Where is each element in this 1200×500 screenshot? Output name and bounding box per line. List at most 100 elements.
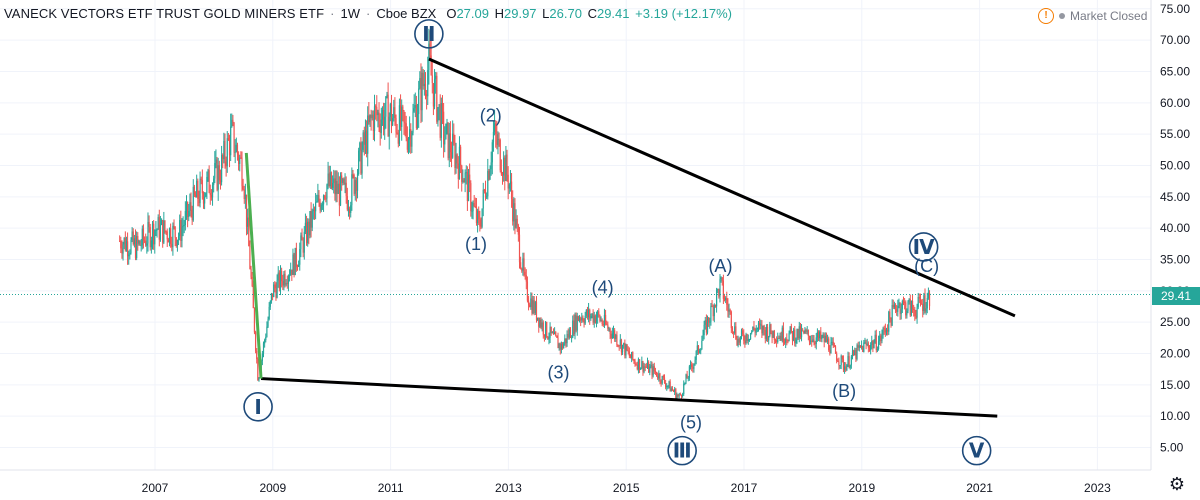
candle-body [648, 362, 650, 373]
candle-body [304, 222, 307, 232]
open-value: 27.09 [456, 6, 489, 21]
candle-body [142, 228, 145, 241]
candle-body [334, 178, 336, 195]
x-tick-label: 2023 [1084, 481, 1111, 495]
candle-body [739, 336, 741, 343]
candle-body [598, 311, 600, 316]
y-tick-label: 70.00 [1160, 33, 1190, 47]
x-tick-label: 2019 [848, 481, 875, 495]
candle-body [483, 189, 485, 191]
candle-body [382, 110, 385, 130]
candle-body [308, 221, 310, 236]
candle-body [223, 141, 225, 160]
candle-body [808, 336, 811, 342]
candle-body [887, 329, 889, 332]
candle-body [399, 105, 402, 127]
candle-body [628, 351, 630, 357]
candle-body [168, 228, 171, 243]
candle-body [273, 284, 275, 298]
candle-body [847, 356, 849, 365]
candle-body [917, 296, 919, 308]
candle-body [850, 356, 852, 366]
x-tick-label: 2007 [142, 481, 169, 495]
candle-body [284, 273, 286, 285]
candle-body [623, 342, 625, 345]
candle-body [652, 366, 654, 376]
candle-body [875, 334, 877, 351]
candle-body [599, 315, 601, 321]
wave-text: (3) [547, 362, 569, 382]
candle-body [344, 182, 346, 184]
candle-body [713, 305, 715, 317]
interval-label[interactable]: 1W [340, 6, 360, 21]
market-status[interactable]: ! Market Closed [1038, 8, 1147, 24]
candle-body [376, 107, 378, 116]
candle-body [497, 138, 499, 145]
candle-body [353, 174, 355, 194]
y-tick-label: 55.00 [1160, 127, 1190, 141]
symbol-name[interactable]: VANECK VECTORS ETF TRUST GOLD MINERS ETF [4, 6, 325, 21]
candle-body [456, 154, 458, 164]
candle-body [807, 330, 809, 337]
candle-body [737, 339, 739, 346]
candle-body [373, 106, 376, 132]
candle-body [154, 230, 156, 245]
candle-body [188, 210, 190, 218]
candle-body [294, 247, 296, 276]
candle-body [256, 350, 258, 360]
candle-body [444, 139, 446, 145]
candle-body [466, 172, 468, 202]
candle-body [529, 304, 531, 307]
candle-body [842, 359, 845, 370]
candle-body [885, 329, 888, 333]
y-tick-label: 20.00 [1160, 346, 1190, 360]
candle-body [328, 173, 330, 187]
impulse-line[interactable] [244, 152, 263, 379]
candle-body [902, 301, 905, 303]
candle-body [918, 296, 920, 299]
candle-body [119, 240, 121, 242]
candle-body [705, 320, 707, 333]
candle-body [183, 224, 185, 227]
candle-body [525, 275, 527, 282]
candle-body [402, 106, 404, 111]
candle-body [752, 326, 754, 332]
candle-body [632, 352, 634, 360]
candle-body [409, 129, 411, 140]
candle-body [300, 235, 302, 250]
candle-body [676, 395, 678, 399]
candle-body [523, 258, 525, 272]
candle-body [249, 246, 251, 269]
trendline[interactable] [428, 57, 1016, 318]
candle-body [264, 340, 266, 344]
candle-body [474, 206, 476, 208]
price-axis[interactable]: 5.0010.0015.0020.0025.0030.0035.0040.004… [1160, 2, 1190, 455]
candle-body [184, 211, 186, 225]
candle-body [572, 320, 574, 338]
candle-body [261, 353, 263, 361]
candle-body [346, 196, 348, 210]
candle-body [182, 226, 184, 228]
candle-body [307, 221, 309, 244]
candle-body [718, 289, 720, 297]
candle-body [404, 122, 406, 124]
candle-body [683, 383, 685, 395]
gear-icon[interactable]: ⚙ [1168, 474, 1186, 494]
candle-body [552, 332, 555, 335]
candle-body [858, 345, 860, 348]
candle-body [534, 302, 536, 314]
low-value: 26.70 [549, 6, 582, 21]
candle-body [691, 364, 693, 368]
candle-body [242, 186, 244, 190]
candle-body [825, 335, 828, 343]
candle-body [257, 359, 259, 381]
trendline[interactable] [260, 377, 998, 418]
candle-body [848, 356, 850, 368]
candle-body [194, 194, 197, 198]
warning-icon[interactable]: ! [1038, 8, 1054, 24]
candle-body [158, 217, 160, 240]
candle-body [843, 366, 846, 370]
candle-body [437, 107, 439, 122]
time-axis[interactable]: 2007 2009 2011 2013 2015 2017 2019 2021 2023 [142, 481, 1111, 495]
